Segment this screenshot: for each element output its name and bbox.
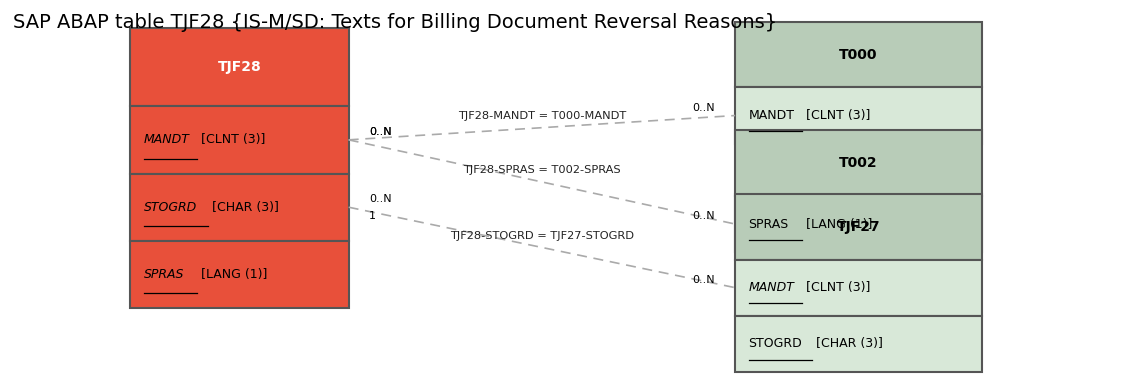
Text: TJF27: TJF27 xyxy=(837,220,880,234)
Text: MANDT: MANDT xyxy=(749,109,795,122)
Text: 0..N: 0..N xyxy=(368,127,392,137)
Text: 0..N: 0..N xyxy=(693,103,715,112)
Text: 0..N: 0..N xyxy=(693,211,715,221)
FancyBboxPatch shape xyxy=(130,241,348,308)
Text: TJF28: TJF28 xyxy=(218,60,262,74)
FancyBboxPatch shape xyxy=(130,106,348,173)
Text: 0..N: 0..N xyxy=(693,275,715,285)
Text: SAP ABAP table TJF28 {IS-M/SD: Texts for Billing Document Reversal Reasons}: SAP ABAP table TJF28 {IS-M/SD: Texts for… xyxy=(12,12,777,32)
Text: [LANG (1)]: [LANG (1)] xyxy=(802,218,873,231)
Text: [LANG (1)]: [LANG (1)] xyxy=(197,268,267,281)
FancyBboxPatch shape xyxy=(736,316,982,372)
Text: T000: T000 xyxy=(839,48,877,62)
Text: SPRAS: SPRAS xyxy=(749,218,788,231)
Text: 0..N: 0..N xyxy=(368,127,392,137)
FancyBboxPatch shape xyxy=(130,28,348,106)
Text: SPRAS: SPRAS xyxy=(144,268,184,281)
FancyBboxPatch shape xyxy=(736,87,982,144)
FancyBboxPatch shape xyxy=(736,194,982,260)
Text: [CLNT (3)]: [CLNT (3)] xyxy=(802,281,870,294)
FancyBboxPatch shape xyxy=(736,196,982,252)
Text: TJF28-MANDT = T000-MANDT: TJF28-MANDT = T000-MANDT xyxy=(458,111,626,121)
Text: STOGRD: STOGRD xyxy=(144,201,197,214)
FancyBboxPatch shape xyxy=(736,260,982,316)
Text: 0..N: 0..N xyxy=(368,194,392,204)
Text: [CLNT (3)]: [CLNT (3)] xyxy=(802,109,870,122)
Text: STOGRD: STOGRD xyxy=(749,337,802,350)
Text: 1: 1 xyxy=(368,211,376,221)
Text: [CHAR (3)]: [CHAR (3)] xyxy=(208,201,279,214)
Text: TJF28-STOGRD = TJF27-STOGRD: TJF28-STOGRD = TJF27-STOGRD xyxy=(450,231,633,241)
FancyBboxPatch shape xyxy=(736,22,982,87)
Text: TJF28-SPRAS = T002-SPRAS: TJF28-SPRAS = T002-SPRAS xyxy=(463,165,621,175)
Text: [CLNT (3)]: [CLNT (3)] xyxy=(197,133,265,146)
Text: MANDT: MANDT xyxy=(749,281,794,294)
Text: MANDT: MANDT xyxy=(144,133,190,146)
Text: [CHAR (3)]: [CHAR (3)] xyxy=(812,337,884,350)
FancyBboxPatch shape xyxy=(736,130,982,196)
FancyBboxPatch shape xyxy=(130,173,348,241)
Text: T002: T002 xyxy=(839,156,878,170)
